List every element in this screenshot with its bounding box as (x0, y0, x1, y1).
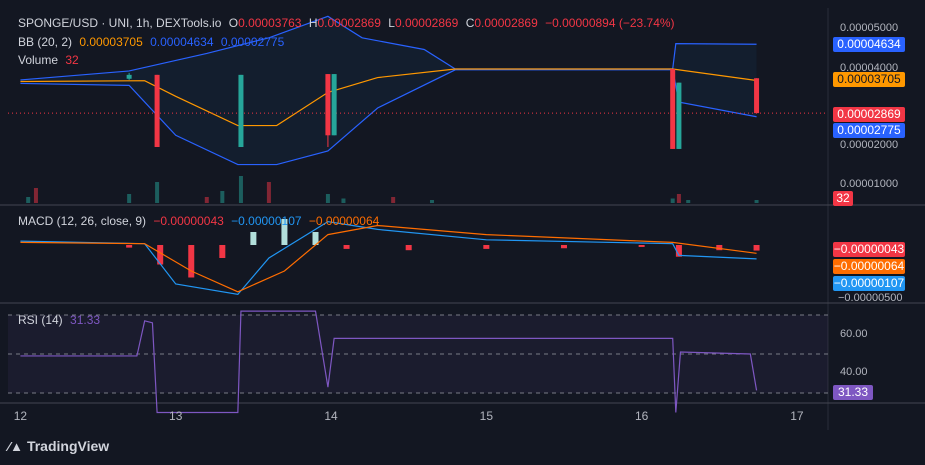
macd-signal-value: −0.00000064 (308, 214, 380, 228)
price-tick: 0.00002000 (840, 139, 899, 151)
macd-signal-tag: −0.00000064 (833, 259, 905, 274)
candle-body (126, 74, 132, 79)
volume-bar (391, 197, 396, 203)
time-tick: 15 (480, 409, 494, 423)
price-tick: 0.00001000 (840, 178, 899, 190)
macd-line (20, 220, 757, 296)
rsi-tick: 40.00 (840, 366, 868, 378)
high-value: 0.00002869 (317, 16, 381, 30)
volume-bar (341, 198, 346, 203)
bb-label: BB (20, 2) (18, 35, 73, 49)
volume-bar (754, 200, 759, 203)
macd-hist-tag: −0.00000043 (833, 242, 905, 257)
time-tick: 13 (169, 409, 183, 423)
volume-bar (686, 200, 691, 203)
rsi-tag: 31.33 (833, 385, 873, 400)
rsi-tick: 60.00 (840, 328, 868, 340)
volume-bar (155, 182, 160, 203)
macd-histogram-bar (250, 232, 257, 245)
open-label: O (228, 16, 239, 30)
brand-text: TradingView (26, 438, 110, 454)
macd-histogram-bar (675, 245, 682, 257)
macd-legend: MACD (12, 26, close, 9) −0.00000043 −0.0… (18, 213, 383, 229)
volume-bar (676, 194, 681, 203)
bb-upper-value: 0.00004634 (150, 35, 214, 49)
bb-basis-tag: 0.00003705 (833, 72, 905, 87)
macd-histogram-bar (312, 232, 319, 245)
time-tick: 12 (14, 409, 28, 423)
macd-histogram-bar (157, 245, 164, 265)
candle-body (331, 74, 337, 136)
time-tick: 17 (790, 409, 804, 423)
rsi-label: RSI (14) (18, 313, 63, 327)
macd-label: MACD (12, 26, close, 9) (18, 214, 147, 228)
candle-body (154, 74, 160, 147)
candle-body (238, 74, 244, 147)
macd-value: −0.00000043 (153, 214, 224, 228)
macd-histogram-bar (405, 245, 412, 251)
macd-signal-line (20, 224, 757, 293)
bb-basis-line (20, 68, 757, 127)
volume-bar (429, 200, 434, 203)
bb-basis-value: 0.00003705 (79, 35, 143, 49)
volume-bar (204, 197, 209, 203)
bb-fill (20, 16, 757, 165)
macd-histogram-bar (638, 245, 645, 247)
macd-histogram-bar (753, 245, 760, 251)
rsi-value: 31.33 (70, 313, 101, 327)
macd-histogram-bar (560, 245, 567, 249)
volume-bar (325, 194, 330, 203)
macd-tick: −0.00000500 (838, 292, 903, 304)
bb-lower-tag: 0.00002775 (833, 123, 905, 138)
volume-bar (670, 198, 675, 203)
macd-histogram-bar (343, 245, 350, 249)
volume-bar (220, 191, 225, 203)
volume-value: 32 (65, 53, 79, 67)
volume-legend: Volume 32 (18, 52, 83, 68)
rsi-line (20, 310, 758, 414)
macd-histogram-bar (188, 245, 195, 278)
low-label: L (388, 16, 395, 30)
low-value: 0.00002869 (394, 16, 459, 30)
volume-tag: 32 (833, 191, 853, 206)
tradingview-logo: ⁄▲ TradingView (8, 438, 109, 454)
time-tick: 16 (635, 409, 649, 423)
macd-histogram-bar (281, 219, 288, 245)
open-value: 0.00003763 (238, 16, 302, 30)
bb-upper-tag: 0.00004634 (833, 37, 905, 52)
macd-histogram-bar (219, 245, 226, 258)
volume-bar (266, 182, 271, 203)
bb-legend: BB (20, 2) 0.00003705 0.00004634 0.00002… (18, 34, 288, 50)
tv-icon: ⁄▲ (8, 439, 24, 454)
macd-histogram-bar (716, 245, 723, 251)
high-label: H (308, 16, 318, 30)
time-tick: 14 (324, 409, 338, 423)
macd-histogram-bar (483, 245, 490, 249)
close-label: C (465, 16, 475, 30)
macd-histogram-bar (126, 245, 133, 248)
candle-body (325, 74, 331, 136)
pair-title: SPONGE/USD · UNI, 1h, DEXTools.io (18, 16, 222, 30)
macd-line-tag: −0.00000107 (833, 276, 905, 291)
candle-body (676, 82, 682, 149)
bb-upper-line (20, 15, 757, 81)
change-value: −0.00000894 (−23.74%) (545, 16, 675, 30)
volume-label: Volume (18, 53, 59, 67)
macd-line-value: −0.00000107 (231, 214, 302, 228)
volume-bar (26, 197, 31, 203)
bb-lower-value: 0.00002775 (220, 35, 285, 49)
close-value: 0.00002869 (474, 16, 538, 30)
volume-bar (238, 176, 243, 203)
volume-bar (33, 188, 38, 203)
price-tick: 0.00004000 (840, 62, 899, 74)
volume-bar (127, 194, 132, 203)
last-price-tag: 0.00002869 (833, 107, 905, 122)
main-legend: SPONGE/USD · UNI, 1h, DEXTools.io O0.000… (18, 15, 679, 31)
candle-body (754, 78, 760, 114)
candle-body (670, 69, 676, 149)
price-tick: 0.00005000 (840, 22, 899, 34)
rsi-legend: RSI (14) 31.33 (18, 312, 104, 328)
